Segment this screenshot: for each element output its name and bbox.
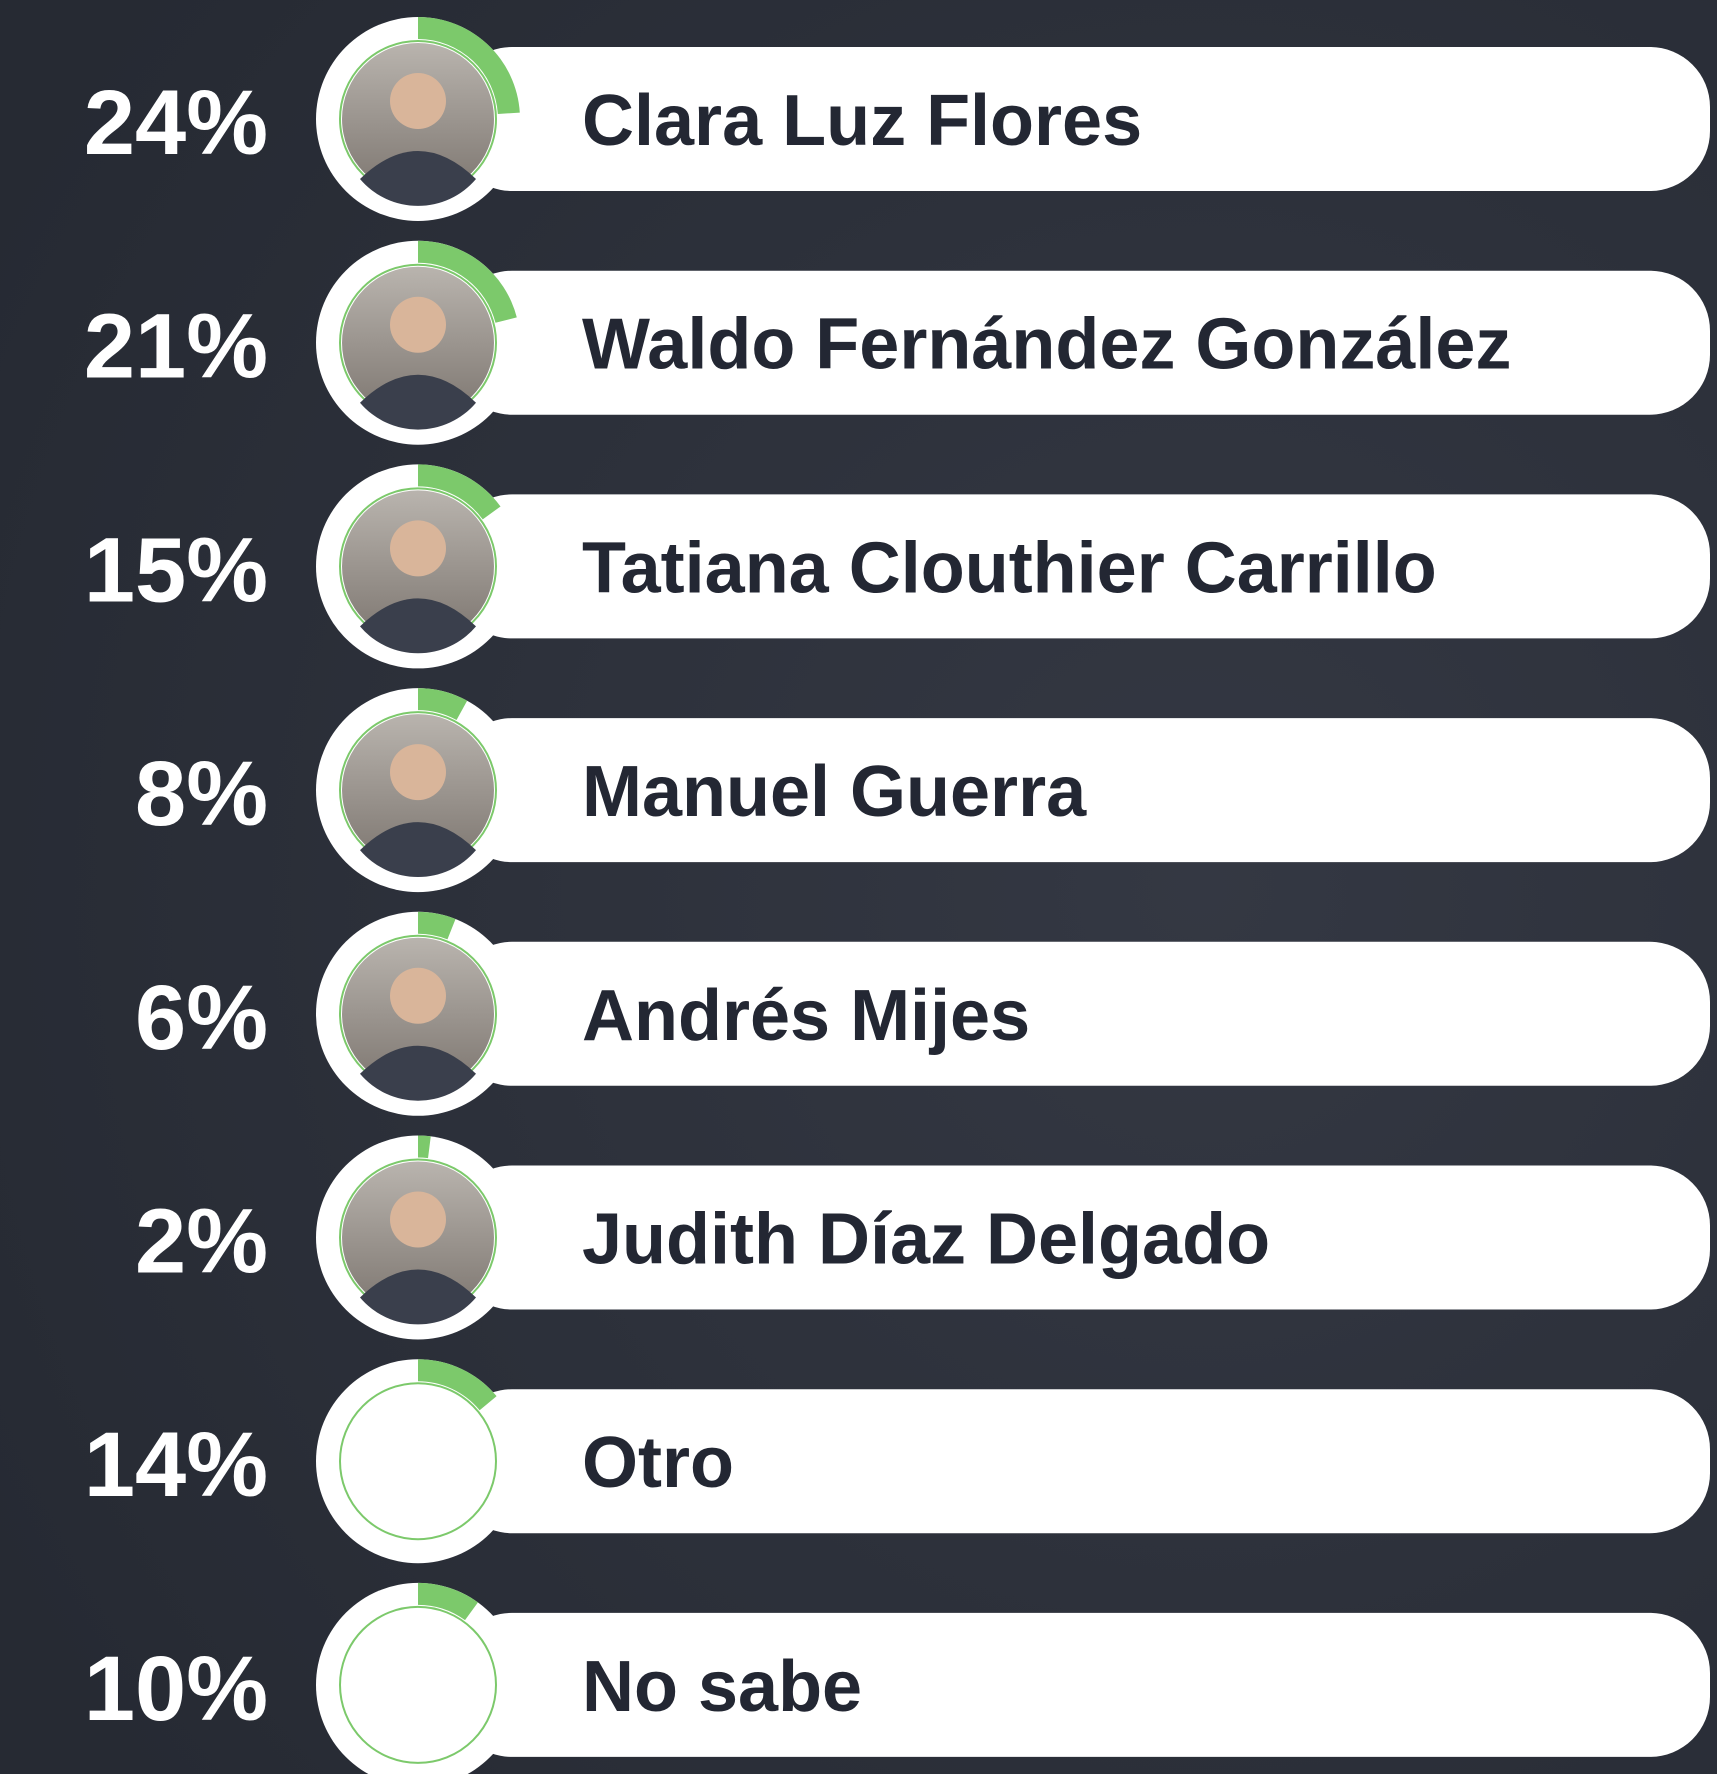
ring-arc	[418, 1359, 497, 1411]
name-pill	[452, 1389, 1710, 1534]
photo-head	[390, 1191, 446, 1248]
photo-head	[390, 296, 446, 353]
candidate-name: Clara Luz Flores	[582, 81, 1142, 161]
photo-body	[360, 374, 476, 430]
ring-arc	[418, 17, 520, 114]
percent-label: 15%	[84, 519, 268, 621]
photo-head	[390, 73, 446, 129]
percent-label: 10%	[84, 1638, 268, 1740]
percent-label: 14%	[84, 1414, 268, 1516]
name-pill	[452, 1612, 1710, 1757]
ring-arc	[418, 688, 468, 720]
name-pill	[452, 718, 1710, 863]
name-pill	[452, 270, 1710, 415]
name-pill	[452, 1165, 1710, 1310]
photo-head	[390, 520, 446, 577]
ring-outline	[339, 1605, 497, 1764]
candidate-name: Andrés Mijes	[582, 976, 1030, 1056]
name-pill	[452, 941, 1710, 1086]
candidate-name: No sabe	[582, 1647, 862, 1727]
percent-label: 6%	[135, 967, 268, 1069]
percent-label: 2%	[135, 1191, 268, 1293]
candidate-name: Manuel Guerra	[582, 752, 1087, 832]
ring-outline	[339, 1382, 497, 1541]
photo-body	[360, 151, 476, 206]
ring-arc	[418, 1582, 478, 1621]
percent-label: 24%	[84, 72, 268, 174]
photo-body	[360, 1045, 476, 1101]
candidate-name: Otro	[582, 1423, 734, 1503]
candidate-name: Tatiana Clouthier Carrillo	[582, 528, 1437, 608]
photo-body	[360, 598, 476, 654]
ring-arc	[418, 1135, 431, 1159]
name-pill	[452, 494, 1710, 639]
photo-body	[360, 822, 476, 877]
name-pill	[452, 47, 1710, 191]
ring-arc	[418, 911, 456, 940]
ring-arc	[418, 464, 501, 520]
photo-body	[360, 1269, 476, 1325]
ring-arc	[418, 240, 517, 323]
percent-label: 8%	[135, 743, 268, 845]
candidate-name: Waldo Fernández González	[582, 305, 1511, 385]
percent-label: 21%	[84, 296, 268, 398]
photo-head	[390, 744, 446, 801]
ring-base	[316, 1359, 520, 1564]
photo-head	[390, 967, 446, 1024]
ring-base	[316, 1582, 520, 1774]
candidate-name: Judith Díaz Delgado	[582, 1200, 1270, 1280]
